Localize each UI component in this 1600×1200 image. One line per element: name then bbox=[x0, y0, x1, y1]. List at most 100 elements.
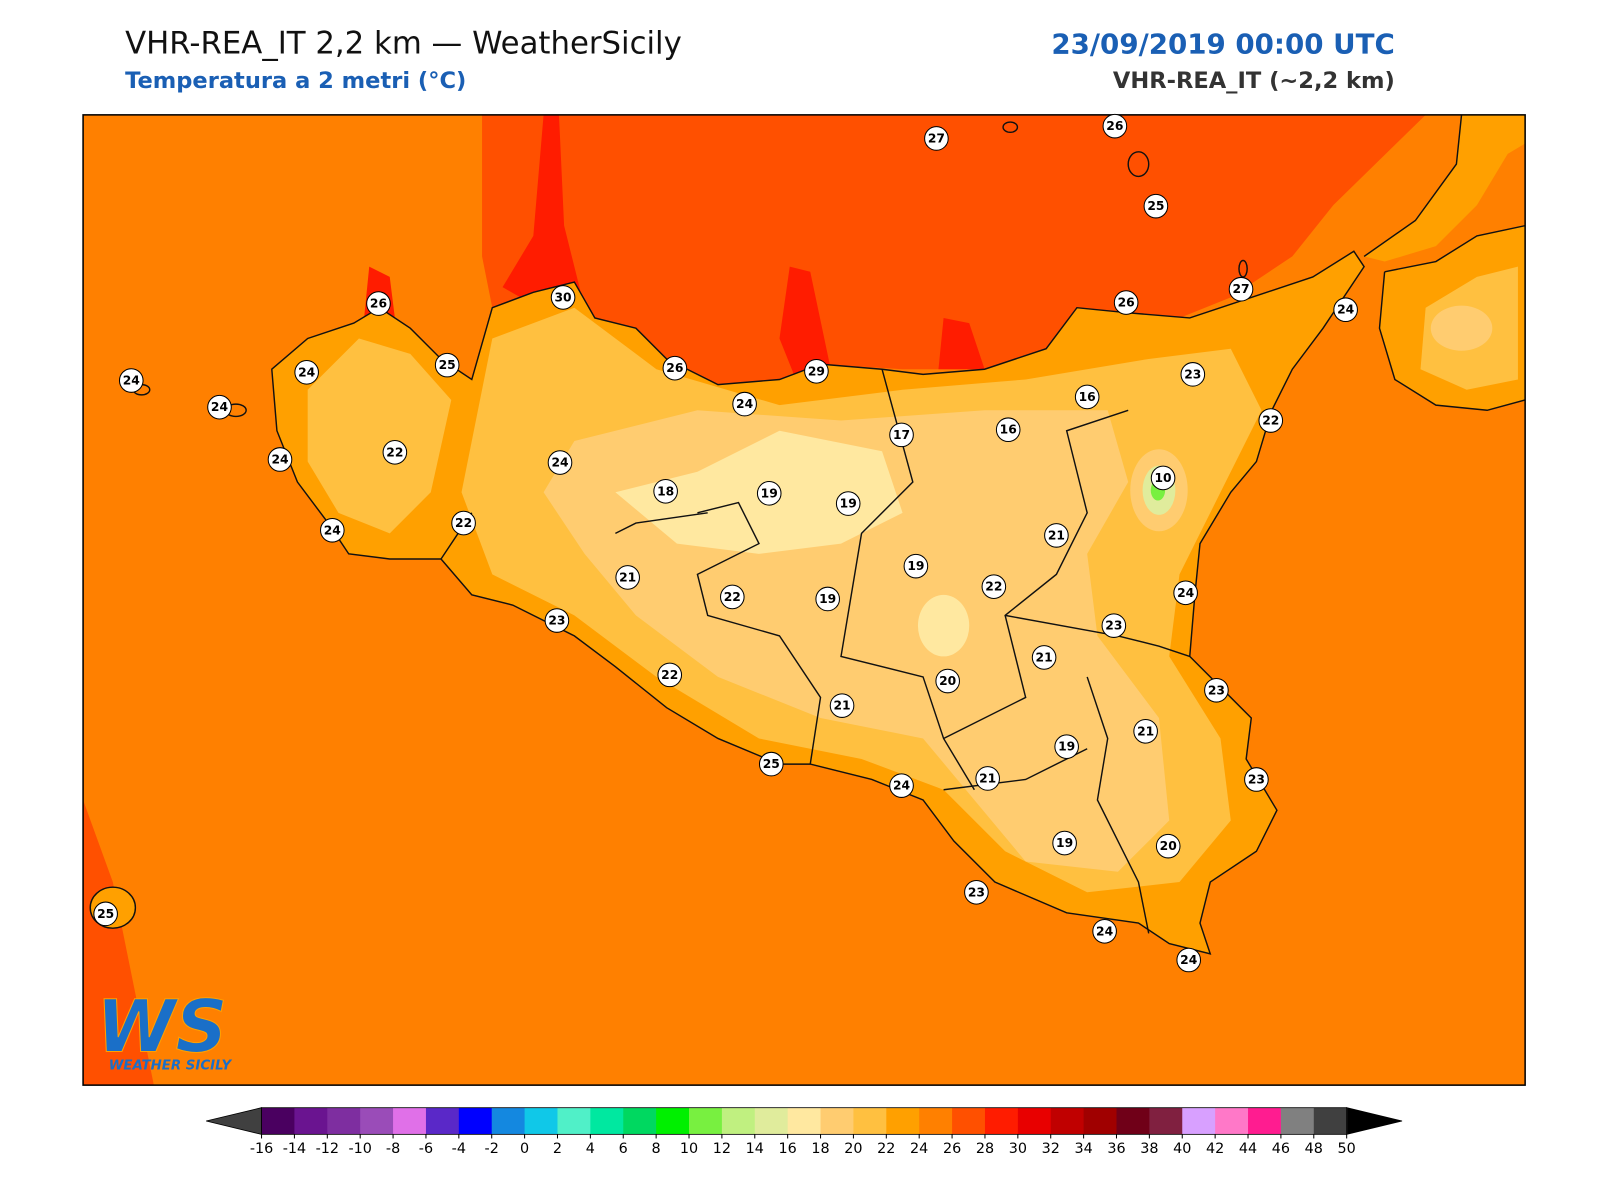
station-marker bbox=[615, 565, 640, 590]
colorbar-tick-label: 40 bbox=[1173, 1141, 1191, 1157]
colorbar-bin bbox=[590, 1107, 624, 1135]
station-marker bbox=[964, 880, 989, 905]
logo-text: WEATHER SICILY bbox=[109, 1059, 233, 1074]
station-marker bbox=[1031, 645, 1057, 670]
station-marker bbox=[903, 553, 929, 579]
station-marker bbox=[981, 574, 1007, 599]
station-marker bbox=[756, 481, 782, 506]
station-value: 24 bbox=[736, 397, 753, 411]
colorbar-tick-label: 38 bbox=[1140, 1141, 1158, 1157]
station-marker bbox=[294, 359, 319, 385]
colorbar-tick-label: 34 bbox=[1074, 1141, 1092, 1157]
station-marker bbox=[1092, 918, 1117, 944]
colorbar-tick-label: 8 bbox=[652, 1141, 661, 1157]
colorbar-tick-label: 16 bbox=[779, 1141, 797, 1157]
colorbar-bin bbox=[1116, 1107, 1150, 1135]
colorbar-bin bbox=[919, 1107, 953, 1135]
colorbar-tick-label: 0 bbox=[520, 1141, 529, 1157]
station-marker bbox=[835, 491, 861, 516]
station-marker bbox=[1204, 677, 1229, 703]
station-marker bbox=[995, 417, 1021, 443]
colorbar-bin bbox=[1083, 1107, 1118, 1135]
station-marker bbox=[1054, 734, 1079, 759]
station-marker bbox=[1101, 613, 1127, 638]
station-value: 21 bbox=[619, 570, 636, 584]
colorbar-bin bbox=[1017, 1107, 1052, 1135]
station-value: 22 bbox=[1262, 414, 1279, 428]
colorbar-tick-label: 32 bbox=[1042, 1141, 1060, 1157]
station-value: 22 bbox=[386, 445, 403, 459]
station-value: 23 bbox=[1248, 772, 1265, 786]
station-marker bbox=[451, 510, 476, 536]
colorbar-bin bbox=[425, 1107, 460, 1135]
station-value: 24 bbox=[123, 374, 140, 388]
colorbar-tick-label: 20 bbox=[844, 1141, 862, 1157]
station-marker bbox=[889, 422, 914, 448]
colorbar-over bbox=[1346, 1107, 1403, 1135]
colorbar-tick-label: 12 bbox=[713, 1141, 731, 1157]
station-value: 21 bbox=[1036, 650, 1053, 664]
station-value: 22 bbox=[455, 516, 472, 530]
station-value: 26 bbox=[1106, 119, 1123, 133]
colorbar-bin bbox=[952, 1107, 986, 1135]
colorbar-tick-label: 36 bbox=[1107, 1141, 1125, 1157]
station-marker bbox=[1113, 290, 1139, 315]
station-marker bbox=[366, 291, 391, 316]
colorbar-tick-label: 30 bbox=[1009, 1141, 1027, 1157]
station-value: 24 bbox=[1177, 586, 1194, 600]
colorbar-bin bbox=[1248, 1107, 1282, 1135]
colorbar-bin bbox=[524, 1107, 558, 1135]
colorbar-tick-label: 26 bbox=[943, 1141, 961, 1157]
station-marker bbox=[815, 586, 840, 612]
station-value: 27 bbox=[928, 131, 945, 145]
station-value: 24 bbox=[298, 365, 315, 379]
station-value: 24 bbox=[271, 452, 288, 466]
station-value: 21 bbox=[833, 699, 850, 713]
title: VHR-REA_IT 2,2 km — WeatherSicily bbox=[125, 25, 682, 61]
colorbar-tick-label: -2 bbox=[485, 1141, 499, 1157]
colorbar-tick-label: 44 bbox=[1239, 1141, 1257, 1157]
subtitle: Temperatura a 2 metri (°C) bbox=[125, 68, 466, 94]
station-value: 19 bbox=[819, 592, 836, 606]
station-marker bbox=[1244, 767, 1269, 792]
station-marker bbox=[1133, 718, 1158, 744]
colorbar-bin bbox=[1313, 1107, 1348, 1135]
station-value: 24 bbox=[1096, 924, 1113, 938]
colorbar-bin bbox=[1182, 1107, 1216, 1135]
station-marker bbox=[1155, 833, 1181, 859]
station-marker bbox=[1173, 580, 1198, 606]
station-marker bbox=[434, 352, 460, 378]
colorbar-bin bbox=[984, 1107, 1019, 1135]
colorbar-bin bbox=[294, 1107, 328, 1135]
model: VHR-REA_IT (~2,2 km) bbox=[1113, 68, 1395, 94]
colorbar-bin bbox=[689, 1107, 723, 1135]
station-marker bbox=[1044, 523, 1069, 548]
station-value: 25 bbox=[763, 757, 780, 771]
station-value: 24 bbox=[1180, 953, 1197, 967]
colorbar-frame bbox=[261, 1107, 1348, 1135]
colorbar-tick-label: 28 bbox=[976, 1141, 994, 1157]
colorbar-tick-label: -10 bbox=[348, 1141, 371, 1157]
station-value: 21 bbox=[979, 771, 996, 785]
colorbar-bin bbox=[721, 1107, 756, 1135]
colorbar-bin bbox=[458, 1107, 493, 1135]
colorbar-bin bbox=[656, 1107, 690, 1135]
colorbar-tick-label: 48 bbox=[1305, 1141, 1323, 1157]
station-value: 16 bbox=[1000, 423, 1017, 437]
colorbar: -16 -14 -12 -10 -8 -6 -4 -2 0 2 4 6 8 10 12 14 16 18 20 22 2… bbox=[206, 1107, 1403, 1157]
colorbar-tick-label: -8 bbox=[386, 1141, 400, 1157]
station-marker bbox=[207, 394, 232, 420]
colorbar-tick-label: -14 bbox=[283, 1141, 306, 1157]
station-marker bbox=[544, 608, 570, 633]
colorbar-tick-label: 4 bbox=[586, 1141, 595, 1157]
station-value: 23 bbox=[1208, 683, 1225, 697]
colorbar-bin bbox=[360, 1107, 394, 1135]
colorbar-tick-label: -16 bbox=[250, 1141, 273, 1157]
station-value: 10 bbox=[1155, 471, 1172, 485]
station-marker bbox=[935, 668, 960, 694]
station-marker bbox=[924, 126, 949, 151]
station-marker bbox=[382, 439, 408, 465]
station-marker bbox=[1333, 297, 1358, 323]
station-marker bbox=[1228, 276, 1254, 302]
